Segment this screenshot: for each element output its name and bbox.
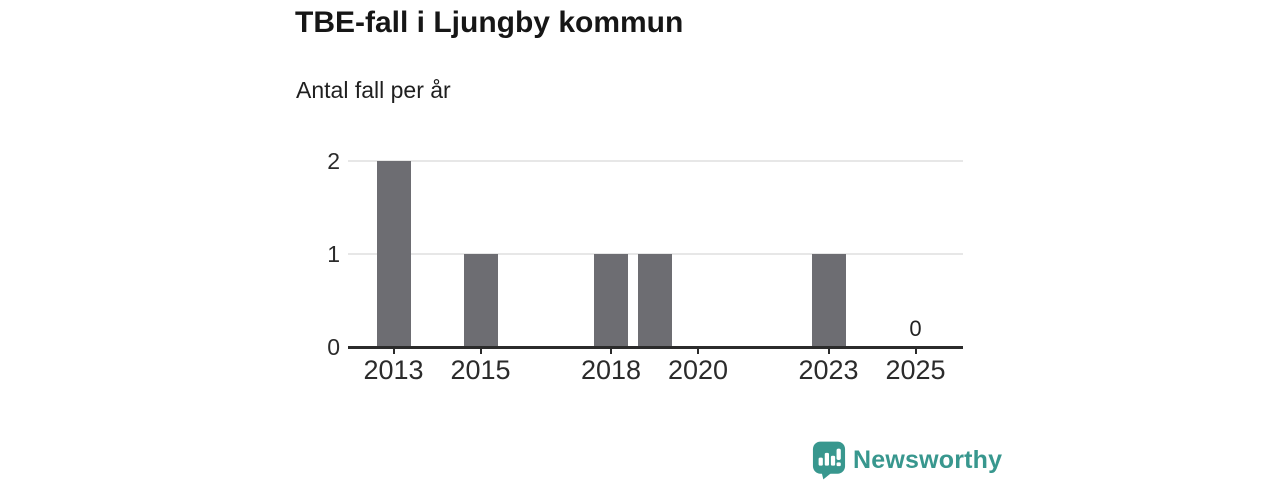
x-axis-label-2013: 2013 bbox=[363, 355, 424, 385]
x-tick-2020 bbox=[697, 348, 699, 354]
x-tick-2023 bbox=[827, 348, 830, 354]
y-axis-label-2: 2 bbox=[327, 148, 340, 174]
x-axis-line bbox=[348, 346, 963, 349]
value-label-2025: 0 bbox=[909, 316, 922, 341]
newsworthy-logo[interactable]: Newsworthy bbox=[812, 440, 1002, 480]
x-axis-label-2015: 2015 bbox=[450, 355, 511, 385]
bar-2019 bbox=[637, 254, 672, 347]
bar-2015 bbox=[463, 254, 498, 347]
newsworthy-logo-text: Newsworthy bbox=[853, 445, 1003, 474]
gridline-y-2 bbox=[348, 160, 963, 162]
newsworthy-bubble-chart-icon bbox=[812, 441, 846, 480]
x-tick-2015 bbox=[479, 348, 482, 354]
x-tick-2018 bbox=[610, 348, 612, 354]
bar-2023 bbox=[811, 254, 846, 347]
x-axis-label-2020: 2020 bbox=[667, 355, 729, 385]
bar-2018 bbox=[594, 254, 628, 347]
y-axis-label-0: 0 bbox=[327, 334, 340, 360]
x-tick-2013 bbox=[392, 348, 395, 354]
x-axis-label-2023: 2023 bbox=[798, 355, 859, 385]
chart-subtitle: Antal fall per år bbox=[296, 77, 451, 103]
x-axis-label-2018: 2018 bbox=[580, 355, 642, 385]
x-axis-label-2025: 2025 bbox=[885, 355, 946, 385]
chart-title: TBE-fall i Ljungby kommun bbox=[295, 6, 684, 39]
plot-area: 0 1 2 2013 2015 2018 2020 2023 2025 0 bbox=[327, 147, 963, 384]
bar-2013 bbox=[376, 161, 411, 347]
y-axis-label-1: 1 bbox=[327, 241, 340, 267]
x-tick-2025 bbox=[914, 348, 917, 354]
